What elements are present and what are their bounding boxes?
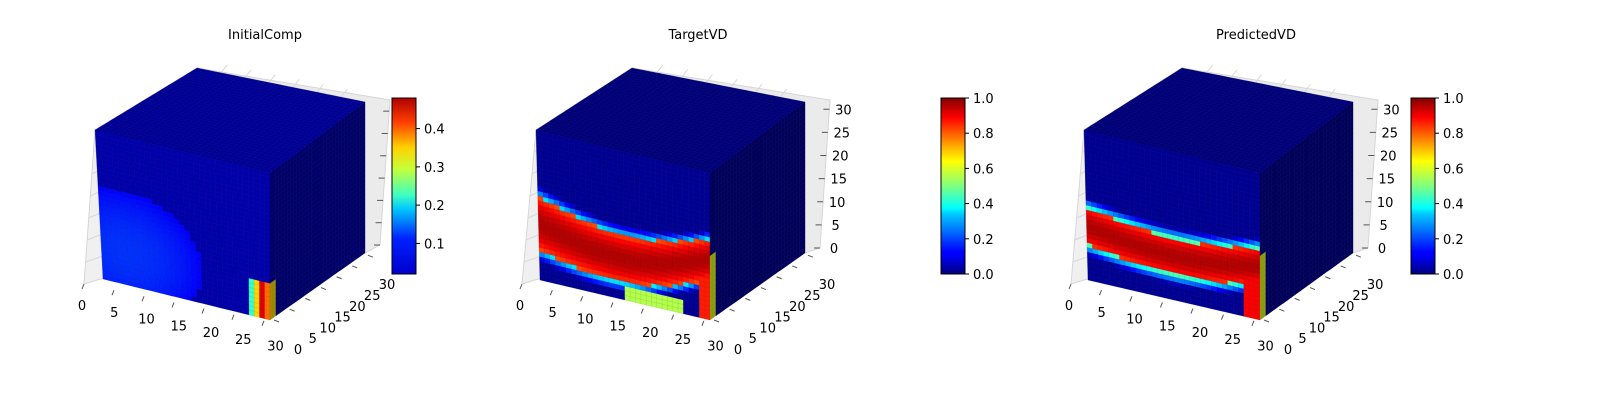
chart-title: InitialComp bbox=[228, 28, 302, 43]
y-tick-mark bbox=[352, 265, 358, 269]
voxel-cube bbox=[94, 67, 366, 321]
voxel-cube bbox=[535, 67, 806, 321]
x-tick-label: 0 bbox=[78, 299, 86, 314]
colorbar-tick-label: 0.4 bbox=[424, 123, 445, 138]
colorbar-tick-label: 0.1 bbox=[424, 237, 445, 252]
grid-line bbox=[292, 79, 300, 88]
x-tick-label: 30 bbox=[267, 340, 284, 355]
x-tick-label: 20 bbox=[203, 326, 220, 341]
y-tick-mark bbox=[367, 254, 374, 258]
chart-title: TargetVD bbox=[667, 28, 727, 43]
x-tick-mark bbox=[171, 302, 175, 308]
x-tick-mark bbox=[231, 314, 235, 320]
colorbar-tick-label: 0.2 bbox=[424, 199, 445, 214]
y-tick-mark bbox=[273, 319, 280, 323]
x-tick-mark bbox=[111, 289, 115, 296]
x-tick-mark bbox=[261, 320, 265, 326]
grid-line bbox=[316, 83, 324, 93]
x-tick-label: 10 bbox=[138, 313, 155, 328]
colorbar-tick-label: 0.3 bbox=[424, 161, 445, 176]
grid-line bbox=[268, 74, 276, 83]
y-tick-label: 30 bbox=[379, 278, 396, 293]
x-tick-label: 15 bbox=[171, 319, 188, 334]
y-tick-label: 5 bbox=[309, 332, 317, 347]
x-tick-mark bbox=[201, 308, 205, 314]
y-tick-label: 0 bbox=[294, 343, 302, 358]
x-tick-mark bbox=[141, 296, 145, 302]
grid-line bbox=[220, 64, 228, 74]
y-tick-mark bbox=[336, 276, 342, 280]
x-tick-label: 5 bbox=[110, 306, 118, 321]
y-tick-mark bbox=[320, 287, 327, 291]
chart-targetvd: TargetVD 0 5 10 15 20 25 30 0510152025300510152… bbox=[516, 28, 994, 358]
x-tick-mark bbox=[81, 283, 85, 290]
colorbar: 0.1 0.2 0.3 0.4 bbox=[391, 97, 445, 275]
colorbar-gradient bbox=[391, 97, 417, 275]
grid-line bbox=[340, 88, 348, 98]
grid-line bbox=[656, 64, 664, 74]
y-tick-mark bbox=[289, 308, 295, 312]
x-tick-label: 25 bbox=[235, 333, 252, 348]
y-tick-mark bbox=[305, 297, 311, 301]
grid-line bbox=[244, 69, 252, 79]
